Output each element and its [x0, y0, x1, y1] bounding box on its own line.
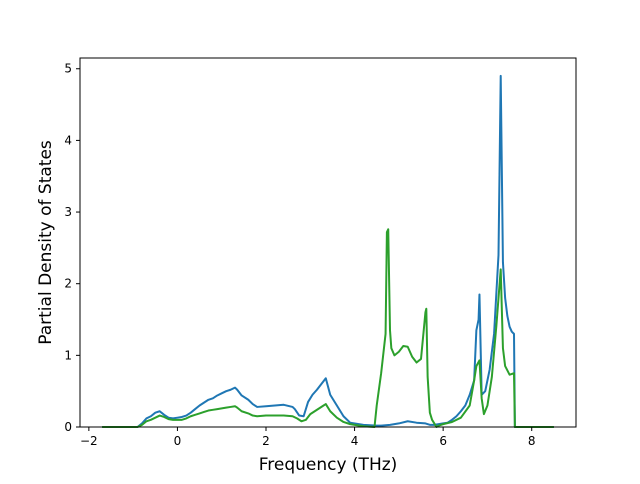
plot-frame — [79, 57, 577, 428]
y-tick-label: 3 — [64, 205, 72, 219]
x-tick-label: 2 — [262, 434, 270, 448]
series-line-2 — [102, 228, 554, 428]
y-tick-label: 4 — [64, 133, 72, 147]
x-tick-label: 6 — [439, 434, 447, 448]
series-layer — [102, 74, 554, 428]
x-tick-label: −2 — [80, 434, 98, 448]
y-axis-label: Partial Density of States — [36, 140, 56, 345]
series-line-1 — [102, 74, 554, 428]
x-axis-ticks: −2 0 2 4 6 8 — [80, 427, 536, 448]
x-tick-label: 8 — [528, 434, 536, 448]
y-tick-label: 0 — [64, 420, 72, 434]
x-tick-label: 0 — [174, 434, 182, 448]
y-tick-label: 1 — [64, 348, 72, 362]
y-axis-ticks: 0 1 2 3 4 5 — [64, 62, 80, 434]
y-tick-label: 5 — [64, 62, 72, 76]
x-tick-label: 4 — [351, 434, 359, 448]
y-tick-label: 2 — [64, 277, 72, 291]
x-axis-label: Frequency (THz) — [259, 455, 398, 475]
